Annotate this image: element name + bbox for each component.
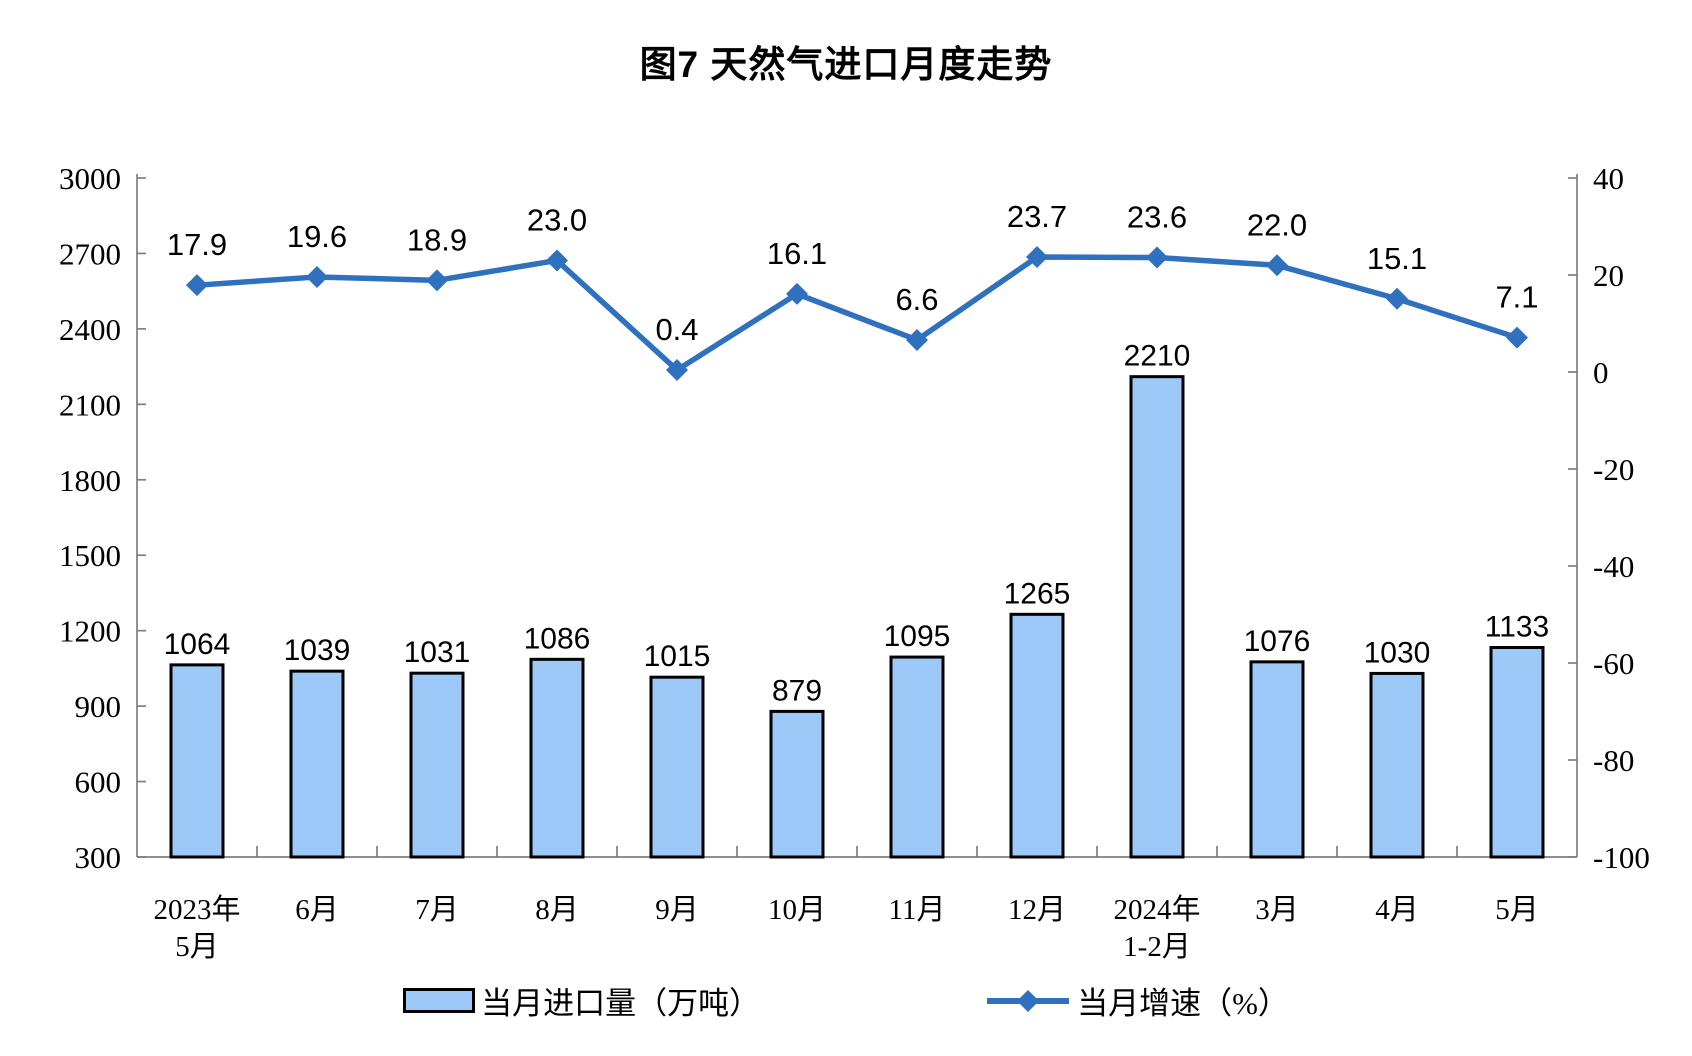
y-axis-right-tick-label: 40	[1593, 161, 1624, 196]
diamond-marker-icon	[1506, 326, 1528, 349]
bar-value-label: 1076	[1244, 625, 1311, 658]
bar	[1009, 612, 1065, 859]
line-value-label: 22.0	[1247, 207, 1307, 242]
y-axis-right-tick-label: 0	[1593, 355, 1609, 390]
x-axis-category-label: 4月	[1375, 894, 1419, 926]
legend-item-import-volume: 当月进口量（万吨）	[403, 978, 760, 1023]
diamond-marker-icon	[666, 359, 688, 382]
line-value-label: 17.9	[167, 227, 227, 262]
y-axis-left-tick-label: 300	[75, 840, 122, 875]
diamond-marker-icon	[1017, 989, 1040, 1012]
bar-value-label: 1064	[164, 628, 231, 661]
bar	[1129, 375, 1185, 859]
bar	[289, 669, 345, 859]
x-axis-category-label: 5月	[1495, 894, 1539, 926]
x-axis-category-label: 9月	[655, 894, 699, 926]
y-axis-left-tick-label: 1500	[59, 538, 121, 573]
line-value-label: 23.0	[527, 202, 587, 237]
bar-value-label: 1086	[524, 622, 591, 655]
diamond-marker-icon	[306, 265, 328, 288]
line-legend-label: 当月增速（%）	[1077, 986, 1289, 1021]
y-axis-right-tick-label: -20	[1593, 452, 1634, 487]
bar-value-label: 1265	[1004, 577, 1071, 610]
bar	[169, 663, 225, 859]
bar-value-label: 2210	[1124, 340, 1191, 373]
diamond-marker-icon	[906, 328, 928, 351]
diamond-marker-icon	[1146, 246, 1168, 269]
y-axis-right-tick-label: -60	[1593, 646, 1634, 681]
bar	[889, 655, 945, 859]
diamond-marker-icon	[1386, 287, 1408, 310]
x-axis-category-label: 11月	[889, 894, 946, 926]
diamond-marker-icon	[1026, 246, 1048, 269]
bar-value-label: 1015	[644, 640, 711, 673]
y-axis-right-tick-label: 20	[1593, 258, 1624, 293]
line-value-label: 23.6	[1127, 200, 1187, 235]
bar-value-label: 1030	[1364, 636, 1431, 669]
chart-title: 图7 天然气进口月度走势	[639, 44, 1053, 85]
line-value-label: 23.7	[1007, 199, 1067, 234]
bar-value-label: 1031	[404, 636, 471, 669]
line-value-label: 6.6	[895, 282, 938, 317]
bar-value-label: 1039	[284, 634, 351, 667]
bar	[1369, 671, 1425, 859]
bar	[769, 709, 825, 859]
x-axis-category-label: 7月	[415, 894, 459, 926]
bar	[1489, 646, 1545, 859]
y-axis-left-tick-label: 1800	[59, 463, 121, 498]
x-axis-category-label: 3月	[1255, 894, 1299, 926]
y-axis-left-tick-label: 1200	[59, 614, 121, 649]
y-axis-left-tick-label: 2100	[59, 387, 121, 422]
y-axis-left-tick-label: 2700	[59, 236, 121, 271]
line-value-label: 15.1	[1367, 241, 1427, 276]
y-axis-left-tick-label: 2400	[59, 312, 121, 347]
bar-value-label: 1133	[1485, 611, 1550, 644]
diamond-marker-icon	[186, 274, 208, 297]
bar-value-label: 1095	[884, 620, 951, 653]
y-axis-right-tick-label: -80	[1593, 743, 1634, 778]
line-legend-swatch	[987, 989, 1070, 1012]
diamond-marker-icon	[786, 282, 808, 305]
y-axis-left-tick-label: 900	[75, 689, 122, 724]
x-axis-category-label: 2024年 1-2月	[1113, 893, 1200, 963]
line-value-label: 19.6	[287, 219, 347, 254]
growth-line	[194, 254, 1520, 373]
line-value-label: 0.4	[655, 312, 698, 347]
bar-legend-label: 当月进口量（万吨）	[481, 986, 761, 1021]
bar	[409, 671, 465, 859]
x-axis-category-label: 6月	[295, 894, 339, 926]
line-value-label: 18.9	[407, 222, 467, 257]
bar	[1249, 660, 1305, 859]
legend-item-growth-rate: 当月增速（%）	[985, 978, 1289, 1023]
diamond-marker-icon	[1266, 254, 1288, 277]
x-axis-category-label: 12月	[1008, 894, 1066, 926]
line-value-label: 7.1	[1495, 280, 1538, 315]
chart-legend: 当月进口量（万吨） 当月增速（%）	[0, 978, 1692, 1023]
bar-value-label: 879	[772, 674, 822, 707]
bar	[529, 657, 585, 859]
x-axis-category-label: 8月	[535, 894, 579, 926]
y-axis-right-tick-label: -100	[1593, 840, 1650, 875]
line-value-label: 16.1	[767, 236, 827, 271]
y-axis-left-tick-label: 3000	[59, 161, 121, 196]
bar	[649, 675, 705, 859]
x-axis-category-label: 10月	[768, 894, 826, 926]
y-axis-left-tick-label: 600	[75, 765, 122, 800]
diamond-marker-icon	[426, 269, 448, 292]
x-axis-category-label: 2023年 5月	[153, 893, 240, 963]
diamond-marker-icon	[546, 249, 568, 272]
y-axis-right-tick-label: -40	[1593, 549, 1634, 584]
bar-legend-swatch	[403, 988, 476, 1013]
